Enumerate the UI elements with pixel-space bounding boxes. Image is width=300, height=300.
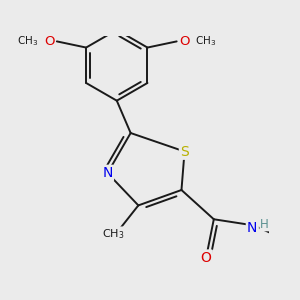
Text: N: N bbox=[247, 221, 257, 236]
Text: S: S bbox=[180, 145, 189, 158]
Text: CH$_3$: CH$_3$ bbox=[17, 34, 38, 48]
Text: O: O bbox=[44, 35, 54, 48]
Text: N: N bbox=[102, 166, 113, 180]
Text: CH$_3$: CH$_3$ bbox=[195, 34, 216, 48]
Text: CH$_3$: CH$_3$ bbox=[103, 227, 125, 241]
Text: H: H bbox=[260, 218, 269, 231]
Text: O: O bbox=[201, 251, 212, 265]
Text: O: O bbox=[179, 35, 190, 48]
